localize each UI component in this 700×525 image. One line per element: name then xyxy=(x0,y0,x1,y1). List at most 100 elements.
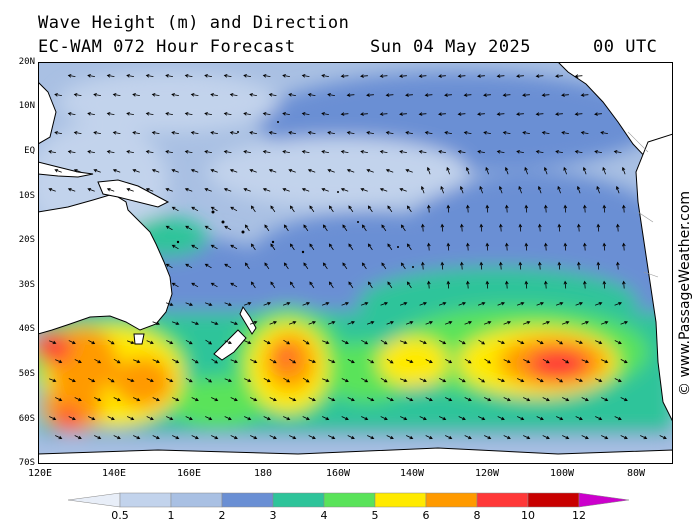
direction-arrow xyxy=(399,378,408,383)
direction-arrow xyxy=(205,416,213,421)
direction-arrow xyxy=(165,302,174,306)
direction-arrow xyxy=(250,359,258,364)
lat-label: 40S xyxy=(18,324,35,334)
direction-arrow xyxy=(380,339,388,345)
direction-arrow xyxy=(172,359,180,364)
direction-arrow xyxy=(502,131,511,135)
lat-label: 20S xyxy=(18,235,35,245)
direction-arrow xyxy=(73,131,82,135)
direction-arrow xyxy=(322,262,328,270)
country-borders xyxy=(627,131,659,278)
direction-arrow xyxy=(446,166,450,175)
direction-arrow xyxy=(289,243,295,251)
direction-arrow xyxy=(126,188,134,192)
direction-arrow xyxy=(583,280,587,289)
direction-arrow xyxy=(399,302,408,306)
direction-arrow xyxy=(542,397,550,402)
direction-arrow xyxy=(497,416,505,421)
direction-arrow xyxy=(152,397,160,402)
direction-arrow xyxy=(341,340,349,345)
direction-arrow xyxy=(582,166,587,175)
direction-arrow xyxy=(379,150,388,154)
direction-arrow xyxy=(544,204,548,213)
direction-arrow xyxy=(517,340,525,345)
direction-arrow xyxy=(601,435,609,440)
direction-arrow xyxy=(427,242,431,251)
direction-arrow xyxy=(485,166,489,175)
direction-arrow xyxy=(146,378,154,383)
direction-arrow xyxy=(342,224,348,232)
direction-arrow xyxy=(87,74,95,78)
direction-arrow xyxy=(340,188,349,192)
direction-arrow xyxy=(55,397,63,402)
direction-arrow xyxy=(563,242,568,251)
direction-arrow xyxy=(243,302,252,306)
direction-arrow xyxy=(463,131,472,135)
direction-arrow xyxy=(185,263,193,269)
direction-arrow xyxy=(574,74,583,78)
legend-label: 1 xyxy=(167,509,175,522)
direction-arrow xyxy=(184,74,193,78)
direction-arrow xyxy=(479,185,483,194)
direction-arrow xyxy=(67,112,76,116)
direction-arrow xyxy=(346,169,355,173)
direction-arrow xyxy=(346,93,355,97)
direction-arrow xyxy=(224,340,232,345)
direction-arrow xyxy=(191,397,199,402)
direction-arrow xyxy=(367,205,373,213)
direction-arrow xyxy=(580,131,589,135)
direction-arrow xyxy=(477,150,485,154)
direction-arrow xyxy=(190,93,199,97)
direction-arrow xyxy=(614,340,622,345)
direction-arrow xyxy=(93,169,101,173)
direction-arrow xyxy=(243,150,251,154)
direction-arrow xyxy=(224,378,232,383)
direction-arrow xyxy=(361,377,369,383)
direction-arrow xyxy=(406,205,412,213)
north-america xyxy=(557,62,673,173)
direction-arrow xyxy=(517,416,525,421)
lat-label: 70S xyxy=(18,458,35,468)
direction-arrow xyxy=(366,169,374,173)
direction-arrow xyxy=(282,150,290,154)
direction-arrow xyxy=(518,223,523,232)
direction-arrow xyxy=(464,358,472,364)
direction-arrow xyxy=(601,359,609,364)
direction-arrow xyxy=(575,416,583,421)
direction-arrow xyxy=(165,188,173,192)
direction-arrow xyxy=(562,435,570,440)
direction-arrow xyxy=(366,131,374,135)
direction-arrow xyxy=(54,93,62,97)
direction-arrow xyxy=(387,243,393,251)
direction-arrow xyxy=(328,359,336,364)
direction-arrow xyxy=(575,378,583,382)
direction-arrow xyxy=(518,185,522,194)
direction-arrow xyxy=(191,282,199,288)
direction-arrow xyxy=(106,188,115,192)
direction-arrow xyxy=(283,339,291,345)
direction-arrow xyxy=(602,204,607,213)
direction-arrow xyxy=(244,378,252,383)
direction-arrow xyxy=(288,169,296,173)
legend-swatch xyxy=(374,492,427,508)
legend-swatch xyxy=(476,492,529,508)
direction-arrow xyxy=(458,377,466,383)
lon-label: 140E xyxy=(101,468,127,479)
direction-arrow xyxy=(146,416,154,421)
direction-arrow xyxy=(595,340,603,345)
direction-arrow xyxy=(497,302,505,306)
direction-arrow xyxy=(405,93,413,97)
direction-arrow xyxy=(289,435,297,440)
direction-arrow xyxy=(421,223,425,232)
direction-arrow xyxy=(309,243,315,251)
direction-arrow xyxy=(171,244,179,250)
direction-arrow xyxy=(361,262,367,270)
direction-arrow xyxy=(458,339,466,345)
direction-arrow xyxy=(380,302,388,306)
direction-arrow xyxy=(185,339,193,345)
direction-arrow xyxy=(477,302,486,306)
antarctica xyxy=(38,447,673,464)
direction-arrow xyxy=(171,321,180,325)
direction-arrow xyxy=(563,166,567,175)
direction-arrow xyxy=(113,397,121,402)
